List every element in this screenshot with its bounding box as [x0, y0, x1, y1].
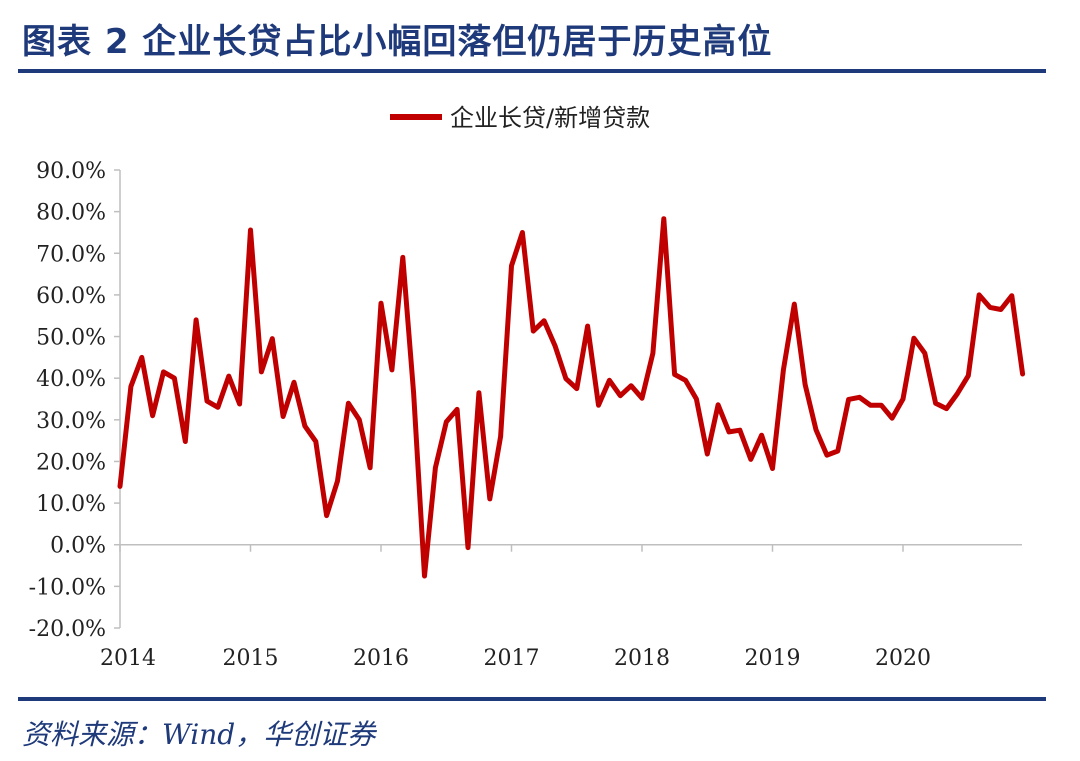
figure-title: 图表 2 企业长贷占比小幅回落但仍居于历史高位 — [22, 22, 773, 62]
x-tick-label: 2016 — [353, 646, 409, 671]
source-note: 资料来源：Wind，华创证券 — [22, 718, 376, 751]
x-axis-ticks: 2014 2015 2016 2017 2018 2019 2020 — [100, 544, 931, 671]
y-tick-label: 0.0% — [50, 534, 106, 559]
x-tick-label: 2017 — [484, 646, 540, 671]
y-tick-label: 40.0% — [36, 367, 106, 392]
y-tick-label: 80.0% — [36, 201, 106, 226]
x-tick-label: 2019 — [745, 646, 801, 671]
legend: 企业长贷/新增贷款 — [390, 104, 650, 132]
y-tick-label: 20.0% — [36, 450, 106, 475]
y-tick-label: 90.0% — [36, 159, 106, 184]
y-tick-label: -20.0% — [29, 617, 106, 642]
source-rule — [18, 697, 1046, 701]
x-tick-label: 2018 — [614, 646, 670, 671]
line-chart: 企业长贷/新增贷款 90.0% 80.0% 70.0% 60.0% 50.0% 40.0%… — [29, 104, 1026, 671]
y-tick-label: 10.0% — [36, 492, 106, 517]
y-axis-ticks: 90.0% 80.0% 70.0% 60.0% 50.0% 40.0% 30.0% 20.0%… — [29, 159, 120, 642]
y-tick-label: 30.0% — [36, 409, 106, 434]
y-tick-label: 50.0% — [36, 326, 106, 351]
x-tick-label: 2015 — [223, 646, 279, 671]
y-tick-label: -10.0% — [29, 575, 106, 600]
legend-label: 企业长贷/新增贷款 — [450, 104, 650, 132]
title-rule — [18, 69, 1046, 73]
x-tick-label: 2014 — [100, 646, 156, 671]
x-tick-label: 2020 — [875, 646, 931, 671]
y-tick-label: 60.0% — [36, 284, 106, 309]
series-line — [117, 216, 1026, 579]
axes — [119, 170, 1022, 628]
y-tick-label: 70.0% — [36, 242, 106, 267]
